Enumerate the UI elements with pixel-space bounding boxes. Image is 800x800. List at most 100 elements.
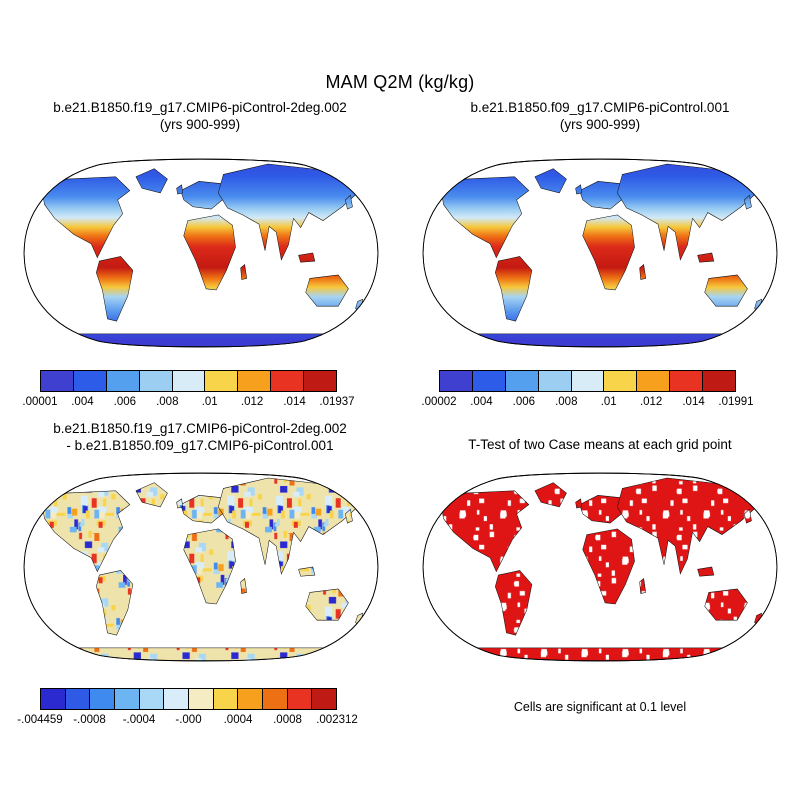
- colorbar-cell: [670, 371, 704, 391]
- continent-shape: [534, 482, 567, 508]
- colorbar-tick-label: .01937: [319, 396, 355, 408]
- colorbar-cell: [106, 371, 140, 391]
- map-outline-rim: [422, 158, 778, 348]
- colorbar-tick-label: .014: [682, 396, 705, 408]
- colorbar-cell: [571, 371, 605, 391]
- colorbar-cell: [312, 689, 337, 709]
- colorbar-cell: [604, 371, 638, 391]
- panel4-title-block: T-Test of two Case means at each grid po…: [405, 436, 795, 453]
- continent-shape: [183, 528, 236, 605]
- continent-shape: [176, 498, 183, 509]
- continent-shape: [436, 647, 764, 661]
- panel1-title-block: b.e21.B1850.f19_g17.CMIP6-piControl-2deg…: [5, 99, 395, 133]
- continent-shape: [305, 274, 349, 307]
- colorbar-cell: [115, 689, 140, 709]
- colorbar-cell: [189, 689, 214, 709]
- figure-title: MAM Q2M (kg/kg): [325, 72, 475, 92]
- continent-shape: [495, 570, 533, 636]
- map-case2: [422, 158, 778, 348]
- colorbar-case2-bar: [439, 370, 736, 392]
- colorbar-cell: [65, 689, 91, 709]
- map-outline-rim: [23, 472, 379, 662]
- colorbar-tick-label: .004: [71, 396, 94, 408]
- colorbar-cell: [440, 371, 473, 391]
- colorbar-tick-label: -.000: [175, 714, 202, 726]
- colorbar-cell: [263, 689, 288, 709]
- continent-shape: [42, 490, 131, 573]
- colorbar-cell: [213, 689, 239, 709]
- continent-shape: [305, 588, 349, 621]
- colorbar-cell: [139, 689, 165, 709]
- continent-shape: [495, 256, 533, 322]
- continent-shape: [135, 482, 168, 508]
- continent-shape: [345, 194, 353, 210]
- map-difference: [23, 472, 379, 662]
- colorbar-case1: .00001 .004 .006 .008 .01 .012 .014 .01937: [22, 370, 355, 408]
- continent-shape: [582, 528, 635, 605]
- colorbar-cell: [304, 371, 337, 391]
- map-case1: [23, 158, 379, 348]
- colorbar-cell: [538, 371, 572, 391]
- continent-shape: [183, 214, 236, 291]
- colorbar-case1-bar: [40, 370, 337, 392]
- panel1-subtitle: (yrs 900-999): [159, 117, 241, 132]
- colorbar-tick-label: .00001: [22, 396, 58, 408]
- continent-shape: [639, 264, 647, 280]
- colorbar-tick-label: .0008: [273, 714, 302, 726]
- continent-shape: [298, 566, 316, 577]
- colorbar-tick-label: .012: [240, 396, 264, 408]
- panel3-title: b.e21.B1850.f19_g17.CMIP6-piControl-2deg…: [53, 421, 347, 436]
- continent-shape: [441, 176, 530, 259]
- colorbar-difference-bar: [40, 688, 337, 710]
- continent-shape: [37, 647, 365, 661]
- map-outline-rim: [23, 158, 379, 348]
- continent-shape: [180, 181, 226, 210]
- continent-shape: [697, 252, 715, 263]
- colorbar-cell: [637, 371, 671, 391]
- colorbar-cell: [73, 371, 107, 391]
- continent-shape: [37, 333, 365, 347]
- continent-shape: [96, 570, 134, 636]
- colorbar-case2: .00002 .004 .006 .008 .01 .012 .014 .01991: [421, 370, 754, 408]
- colorbar-cell: [271, 371, 305, 391]
- colorbar-tick-label: .008: [156, 396, 179, 408]
- ttest-caption: Cells are significant at 0.1 level: [513, 700, 687, 714]
- continent-shape: [744, 508, 752, 524]
- colorbar-tick-label: .00002: [421, 396, 457, 408]
- colorbar-cell: [238, 689, 264, 709]
- continent-shape: [579, 495, 625, 524]
- colorbar-tick-label: .0004: [223, 714, 253, 726]
- continent-shape: [575, 184, 582, 195]
- colorbar-tick-label: .01: [600, 396, 617, 408]
- panel2-subtitle: (yrs 900-999): [559, 117, 641, 132]
- continent-shape: [441, 490, 530, 573]
- continent-shape: [298, 252, 316, 263]
- colorbar-tick-label: .006: [113, 396, 137, 408]
- colorbar-cell: [703, 371, 736, 391]
- map-ttest: [422, 472, 778, 662]
- panel3-title-block: b.e21.B1850.f19_g17.CMIP6-piControl-2deg…: [5, 420, 395, 454]
- continent-shape: [240, 264, 248, 280]
- panel2-title-block: b.e21.B1850.f09_g17.CMIP6-piControl.001 …: [405, 99, 795, 133]
- colorbar-tick-label: .008: [555, 396, 578, 408]
- continent-shape: [579, 181, 625, 210]
- panel2-title: b.e21.B1850.f09_g17.CMIP6-piControl.001: [470, 100, 730, 115]
- continent-shape: [96, 256, 134, 322]
- colorbar-cell: [172, 371, 206, 391]
- continent-shape: [42, 176, 131, 259]
- continent-shape: [639, 578, 647, 594]
- colorbar-cell: [41, 371, 74, 391]
- colorbar-cell: [238, 371, 272, 391]
- colorbar-difference: -.004459 -.0008 -.0004 -.000 .0004 .0008 .0023…: [17, 688, 358, 726]
- continent-shape: [575, 498, 582, 509]
- colorbar-cell: [90, 689, 116, 709]
- colorbar-case2-labels: .00002 .004 .006 .008 .01 .012 .014 .01991: [421, 392, 753, 408]
- continent-shape: [180, 495, 226, 524]
- colorbar-tick-label: .006: [512, 396, 536, 408]
- colorbar-cell: [472, 371, 506, 391]
- colorbar-tick-label: -.004459: [17, 714, 63, 726]
- colorbar-tick-label: .002312: [316, 714, 358, 726]
- continent-shape: [697, 566, 715, 577]
- continent-shape: [345, 508, 353, 524]
- map-outline-rim: [422, 472, 778, 662]
